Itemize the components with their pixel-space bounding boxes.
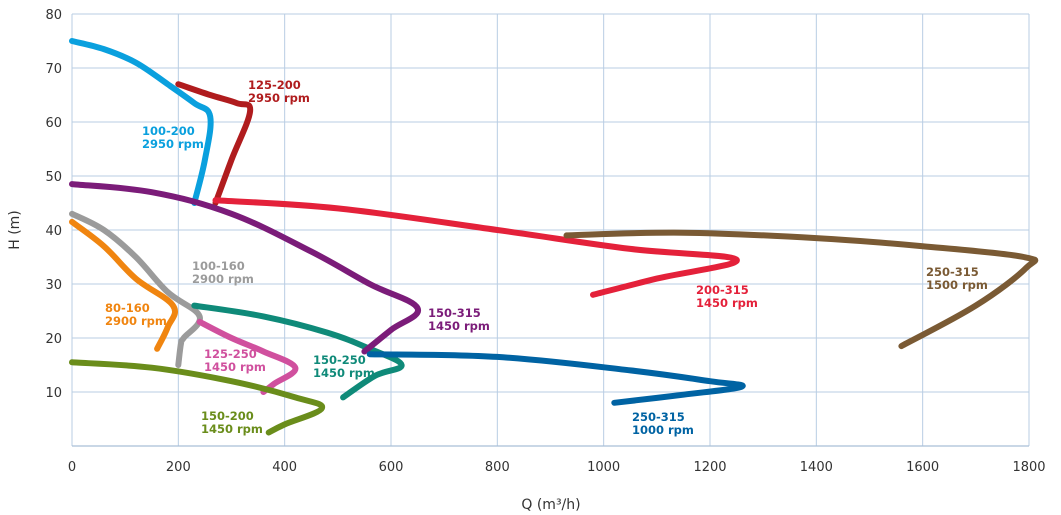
series-line-9 <box>366 351 746 406</box>
series-line-6 <box>69 181 421 355</box>
series-label-6-line-0: 150-315 <box>428 306 481 320</box>
series-label-4-line-1: 1450 rpm <box>204 360 266 374</box>
x-tick-label: 800 <box>485 460 510 475</box>
y-axis-title: H (m) <box>7 210 23 250</box>
series-line-10 <box>563 229 1039 350</box>
y-tick-label: 10 <box>45 386 62 401</box>
y-tick-label: 50 <box>45 170 62 185</box>
series-label-3-line-1: 2900 rpm <box>105 314 167 328</box>
y-tick-label: 60 <box>45 116 62 131</box>
x-tick-label: 400 <box>272 460 297 475</box>
series-line-2 <box>69 210 203 368</box>
y-tick-label: 20 <box>45 332 62 347</box>
series-line-3 <box>69 218 178 352</box>
x-tick-label: 1600 <box>906 460 939 475</box>
x-axis-title: Q (m³/h) <box>521 497 580 513</box>
series-layer <box>69 38 1039 436</box>
x-tick-label: 600 <box>379 460 404 475</box>
series-label-10-line-0: 250-315 <box>926 265 979 279</box>
series-label-9-line-0: 250-315 <box>632 410 685 424</box>
series-label-4-line-0: 125-250 <box>204 347 257 361</box>
grid-layer <box>71 13 1030 447</box>
x-tick-label: 0 <box>68 460 76 475</box>
series-label-0-line-0: 100-200 <box>142 124 195 138</box>
series-label-2-line-0: 100-160 <box>192 259 245 273</box>
x-tick-label: 1800 <box>1012 460 1045 475</box>
series-line-7 <box>69 359 325 436</box>
x-tick-label: 1400 <box>800 460 833 475</box>
series-label-2-line-1: 2900 rpm <box>192 272 254 286</box>
series-label-8-line-1: 1450 rpm <box>696 296 758 310</box>
y-tick-label: 30 <box>45 278 62 293</box>
series-line-1 <box>175 81 254 206</box>
y-tick-label: 40 <box>45 224 62 239</box>
y-tick-label: 70 <box>45 62 62 77</box>
series-label-7-line-1: 1450 rpm <box>201 422 263 436</box>
x-tick-label: 200 <box>166 460 191 475</box>
x-tick-label: 1000 <box>587 460 620 475</box>
series-label-5-line-0: 150-250 <box>313 353 366 367</box>
series-label-1-line-1: 2950 rpm <box>248 91 310 105</box>
series-label-7-line-0: 150-200 <box>201 409 254 423</box>
series-label-8-line-0: 200-315 <box>696 283 749 297</box>
series-label-0-line-1: 2950 rpm <box>142 137 204 151</box>
series-label-6-line-1: 1450 rpm <box>428 319 490 333</box>
series-label-10-line-1: 1500 rpm <box>926 278 988 292</box>
series-label-1-line-0: 125-200 <box>248 78 301 92</box>
tick-layer: 0 200 400 600 800 1000 1200 1400 1600 1800 10 20 30 4… <box>45 8 1045 475</box>
series-label-5-line-1: 1450 rpm <box>313 366 375 380</box>
series-label-3-line-0: 80-160 <box>105 301 150 315</box>
series-label-9-line-1: 1000 rpm <box>632 423 694 437</box>
series-line-8 <box>212 197 740 298</box>
y-tick-label: 80 <box>45 8 62 23</box>
x-tick-label: 1200 <box>693 460 726 475</box>
series-line-4 <box>196 318 299 395</box>
series-line-0 <box>69 38 214 206</box>
